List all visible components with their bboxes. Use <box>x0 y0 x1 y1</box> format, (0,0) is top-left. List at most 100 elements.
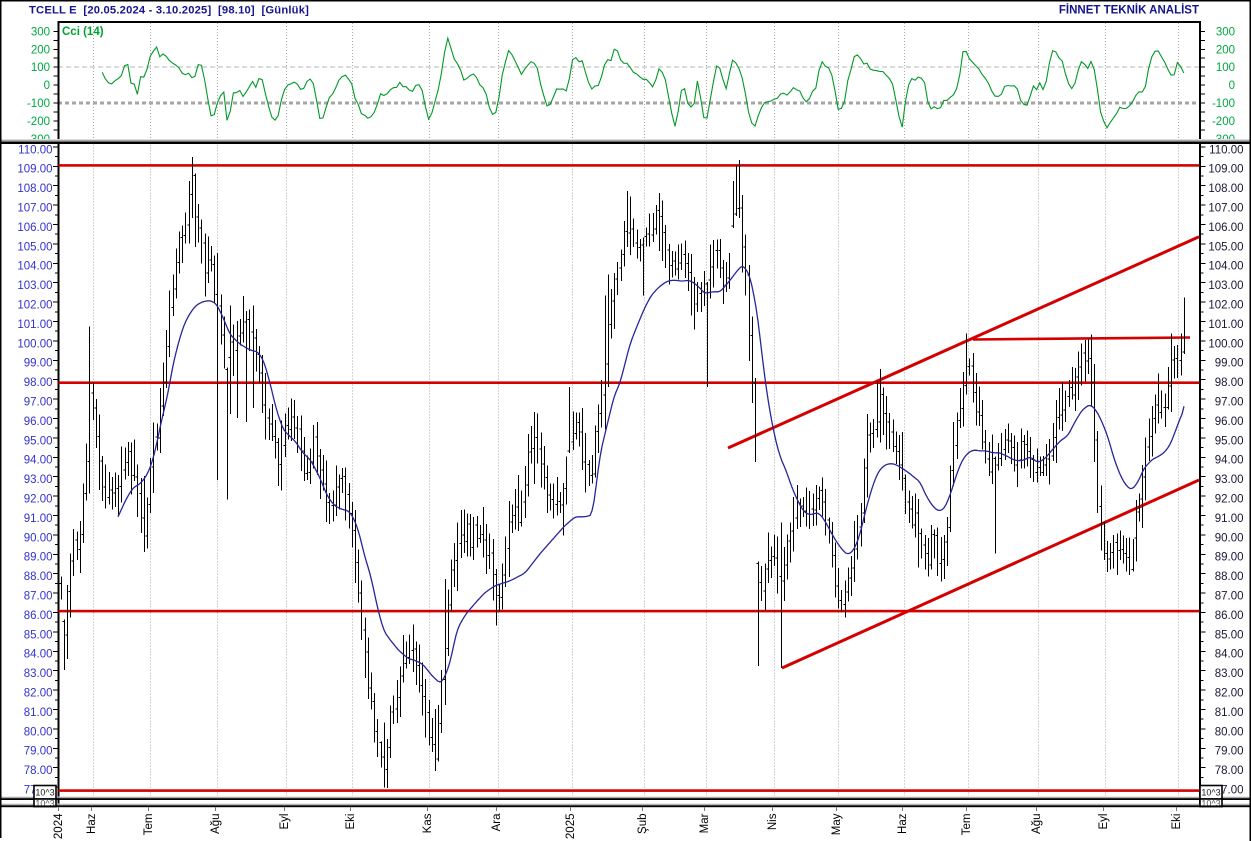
svg-text:100.00: 100.00 <box>17 338 52 350</box>
svg-text:103.00: 103.00 <box>1208 280 1243 292</box>
svg-text:Eki: Eki <box>345 814 357 830</box>
svg-text:86.00: 86.00 <box>1215 610 1244 622</box>
svg-text:108.00: 108.00 <box>17 183 52 195</box>
svg-text:84.00: 84.00 <box>24 649 53 661</box>
svg-text:Haz: Haz <box>897 813 909 834</box>
svg-text:300: 300 <box>31 26 50 38</box>
svg-text:95.00: 95.00 <box>24 435 53 447</box>
svg-text:92.00: 92.00 <box>24 494 53 506</box>
svg-text:85.00: 85.00 <box>1215 629 1244 641</box>
svg-text:93.00: 93.00 <box>1215 474 1244 486</box>
svg-text:Cci (14): Cci (14) <box>62 26 104 38</box>
svg-text:Tem: Tem <box>143 814 155 836</box>
svg-text:99.00: 99.00 <box>24 358 53 370</box>
svg-text:100: 100 <box>1216 62 1235 74</box>
svg-text:FİNNET TEKNİK ANALİST: FİNNET TEKNİK ANALİST <box>1059 4 1199 17</box>
svg-text:10^3: 10^3 <box>35 799 54 809</box>
svg-text:100.00: 100.00 <box>1208 338 1243 350</box>
svg-text:-200: -200 <box>27 116 50 128</box>
svg-text:102.00: 102.00 <box>1208 300 1243 312</box>
svg-text:94.00: 94.00 <box>1215 455 1244 467</box>
svg-text:2024: 2024 <box>53 813 65 839</box>
svg-text:106.00: 106.00 <box>1208 222 1243 234</box>
svg-text:82.00: 82.00 <box>1215 688 1244 700</box>
svg-text:Mar: Mar <box>699 813 711 833</box>
svg-text:109.00: 109.00 <box>1208 164 1243 176</box>
svg-text:104.00: 104.00 <box>1208 261 1243 273</box>
svg-text:96.00: 96.00 <box>24 416 53 428</box>
svg-text:2025: 2025 <box>565 814 577 840</box>
svg-text:84.00: 84.00 <box>1215 649 1244 661</box>
svg-text:10^3: 10^3 <box>1201 788 1220 798</box>
svg-text:85.00: 85.00 <box>24 629 53 641</box>
svg-text:0: 0 <box>44 80 50 92</box>
svg-text:82.00: 82.00 <box>24 688 53 700</box>
svg-text:Haz: Haz <box>86 813 98 834</box>
svg-text:95.00: 95.00 <box>1215 435 1244 447</box>
svg-text:81.00: 81.00 <box>1215 707 1244 719</box>
svg-text:Eyl: Eyl <box>279 814 291 830</box>
svg-text:Tem: Tem <box>961 814 973 836</box>
svg-text:109.00: 109.00 <box>17 164 52 176</box>
svg-text:98.00: 98.00 <box>1215 377 1244 389</box>
svg-text:-100: -100 <box>27 98 50 110</box>
svg-text:May: May <box>831 813 843 835</box>
svg-text:88.00: 88.00 <box>1215 571 1244 583</box>
svg-text:86.00: 86.00 <box>24 610 53 622</box>
svg-text:93.00: 93.00 <box>24 474 53 486</box>
svg-text:89.00: 89.00 <box>1215 552 1244 564</box>
svg-text:91.00: 91.00 <box>24 513 53 525</box>
svg-text:78.00: 78.00 <box>24 765 53 777</box>
svg-text:106.00: 106.00 <box>17 222 52 234</box>
svg-text:79.00: 79.00 <box>24 746 53 758</box>
svg-text:102.00: 102.00 <box>17 300 52 312</box>
svg-text:83.00: 83.00 <box>1215 668 1244 680</box>
svg-text:Eki: Eki <box>1171 814 1183 830</box>
svg-text:88.00: 88.00 <box>24 571 53 583</box>
svg-text:101.00: 101.00 <box>1208 319 1243 331</box>
svg-text:107.00: 107.00 <box>1208 203 1243 215</box>
svg-text:10^3: 10^3 <box>1201 799 1220 809</box>
svg-text:103.00: 103.00 <box>17 280 52 292</box>
svg-text:100: 100 <box>31 62 50 74</box>
svg-text:104.00: 104.00 <box>17 261 52 273</box>
svg-text:94.00: 94.00 <box>24 455 53 467</box>
svg-text:78.00: 78.00 <box>1215 765 1244 777</box>
svg-text:105.00: 105.00 <box>1208 241 1243 253</box>
svg-text:-200: -200 <box>1212 116 1235 128</box>
svg-text:108.00: 108.00 <box>1208 183 1243 195</box>
svg-text:Şub: Şub <box>637 814 649 834</box>
svg-text:200: 200 <box>1216 44 1235 56</box>
svg-text:Ara: Ara <box>491 813 503 832</box>
svg-text:-100: -100 <box>1212 98 1235 110</box>
svg-text:79.00: 79.00 <box>1215 746 1244 758</box>
svg-text:107.00: 107.00 <box>17 203 52 215</box>
svg-text:105.00: 105.00 <box>17 241 52 253</box>
svg-text:97.00: 97.00 <box>24 397 53 409</box>
svg-text:80.00: 80.00 <box>24 726 53 738</box>
svg-text:200: 200 <box>31 44 50 56</box>
svg-text:90.00: 90.00 <box>1215 532 1244 544</box>
svg-text:83.00: 83.00 <box>24 668 53 680</box>
svg-text:96.00: 96.00 <box>1215 416 1244 428</box>
svg-text:Ağu: Ağu <box>1031 814 1043 834</box>
svg-text:87.00: 87.00 <box>24 591 53 603</box>
svg-text:0: 0 <box>1229 80 1235 92</box>
svg-text:81.00: 81.00 <box>24 707 53 719</box>
svg-text:10^3: 10^3 <box>35 788 54 798</box>
svg-text:99.00: 99.00 <box>1215 358 1244 370</box>
svg-text:Nis: Nis <box>767 813 779 830</box>
svg-text:97.00: 97.00 <box>1215 397 1244 409</box>
svg-text:90.00: 90.00 <box>24 532 53 544</box>
svg-text:110.00: 110.00 <box>18 144 52 156</box>
svg-text:91.00: 91.00 <box>1215 513 1244 525</box>
svg-text:92.00: 92.00 <box>1215 494 1244 506</box>
svg-text:98.00: 98.00 <box>24 377 53 389</box>
svg-text:300: 300 <box>1216 26 1235 38</box>
svg-text:101.00: 101.00 <box>17 319 52 331</box>
svg-text:80.00: 80.00 <box>1215 726 1244 738</box>
svg-text:Eyl: Eyl <box>1098 814 1110 830</box>
svg-text:87.00: 87.00 <box>1215 591 1244 603</box>
svg-text:Ağu: Ağu <box>210 814 222 834</box>
svg-text:TCELL E [20.05.2024 - 3.10.20: TCELL E [20.05.2024 - 3.10.2025] [98.10]… <box>29 5 309 17</box>
